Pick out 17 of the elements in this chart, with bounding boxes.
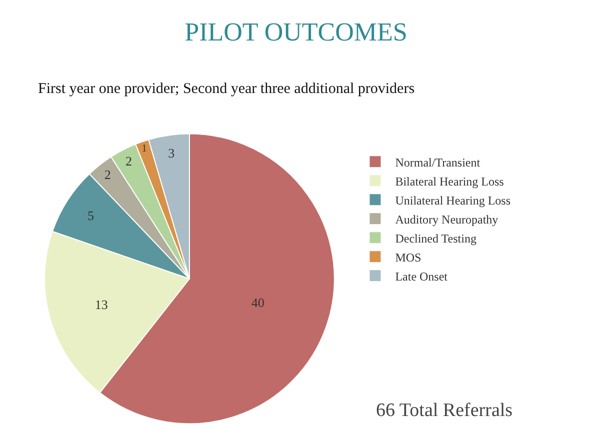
legend-label: Normal/Transient (395, 155, 481, 170)
data-label: 3 (168, 146, 175, 161)
chart-title: PILOT OUTCOMES (184, 18, 408, 46)
data-label: 13 (94, 297, 108, 312)
legend-label: Bilateral Hearing Loss (395, 174, 504, 188)
data-label: 40 (251, 294, 264, 310)
legend-label: Declined Testing (395, 231, 476, 246)
text: 66 Total Referrals (376, 400, 513, 421)
legend-label: Late Onset (395, 269, 448, 284)
legend-label: Unilateral Hearing Loss (395, 193, 511, 208)
data-label: 2 (104, 167, 111, 182)
chart-subtitle: First year one provider; Second year three additional providers (38, 81, 415, 97)
data-label: 1 (142, 144, 147, 155)
data-label: 2 (126, 154, 132, 169)
legend-label: MOS (395, 250, 422, 264)
data-label: 5 (88, 208, 94, 223)
legend-label: Auditory Neuropathy (395, 212, 498, 226)
